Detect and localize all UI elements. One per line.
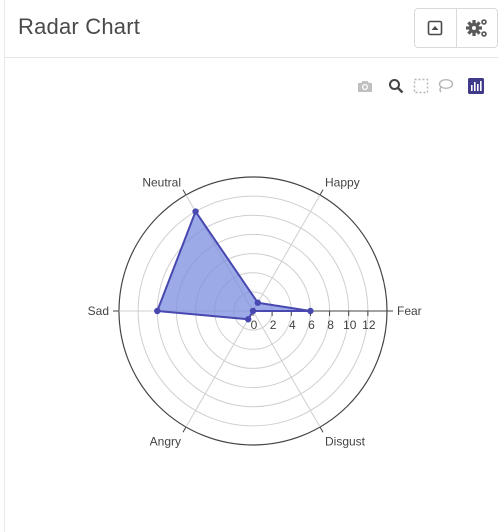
- box-select-button[interactable]: [411, 76, 431, 96]
- zoom-icon: [389, 79, 404, 94]
- lasso-icon: [438, 78, 454, 93]
- zoom-button[interactable]: [386, 76, 406, 96]
- gears-icon: [465, 19, 487, 37]
- page-title: Radar Chart: [18, 14, 141, 39]
- expand-button[interactable]: [415, 9, 456, 47]
- modebar: [0, 76, 498, 96]
- plotly-logo-button[interactable]: [466, 76, 486, 96]
- box-select-icon: [413, 78, 429, 94]
- panel-header: Radar Chart: [4, 0, 498, 58]
- settings-button[interactable]: [455, 9, 497, 47]
- header-button-group: [414, 8, 498, 48]
- camera-icon: [358, 81, 372, 92]
- camera-button[interactable]: [355, 76, 375, 96]
- plotly-logo-icon: [468, 78, 484, 94]
- lasso-button[interactable]: [435, 76, 455, 96]
- expand-up-icon: [428, 20, 443, 36]
